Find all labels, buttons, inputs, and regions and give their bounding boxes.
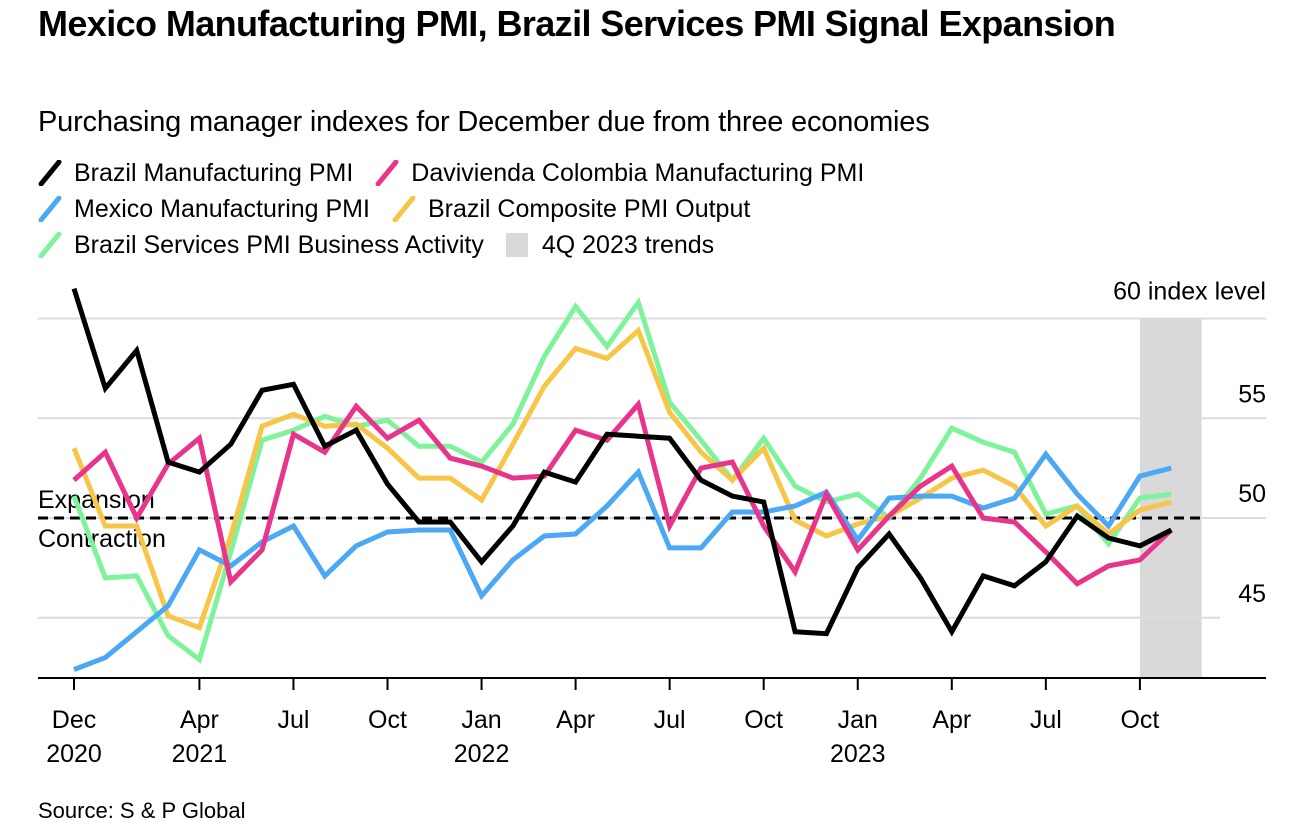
- legend-label: 4Q 2023 trends: [541, 231, 715, 259]
- x-tick-label: Jan: [461, 706, 501, 734]
- series-line-mexico-manufacturing-pmi: [73, 450, 1172, 672]
- x-tick-label: Oct: [744, 706, 783, 734]
- legend-item-brazil-composite: Brazil Composite PMI Output: [392, 191, 750, 227]
- legend-item-brazil-manufacturing: Brazil Manufacturing PMI: [38, 155, 353, 191]
- source-note: Source: S & P Global: [38, 798, 246, 823]
- legend-item-mexico-manufacturing: Mexico Manufacturing PMI: [38, 191, 370, 227]
- x-tick-label: Jul: [277, 706, 309, 734]
- series-line-brazil-manufacturing-pmi: [71, 287, 1173, 637]
- x-tick-label: Dec: [52, 706, 96, 734]
- x-tick-label: Apr: [180, 706, 219, 734]
- x-tick-year-label: 2023: [830, 740, 886, 768]
- chart-subtitle: Purchasing manager indexes for December …: [38, 106, 930, 138]
- x-tick-year-label: 2022: [454, 740, 510, 768]
- y-tick-label: 60 index level: [1113, 278, 1266, 306]
- legend-label: Mexico Manufacturing PMI: [74, 195, 370, 223]
- x-tick-label: Apr: [556, 706, 595, 734]
- legend-swatch-yellow-line: [392, 196, 416, 222]
- x-tick-label: Oct: [1120, 706, 1159, 734]
- x-tick-label: Jul: [1030, 706, 1062, 734]
- legend-label: Brazil Manufacturing PMI: [74, 159, 354, 187]
- legend-item-brazil-services: Brazil Services PMI Business Activity: [38, 227, 484, 263]
- legend: Brazil Manufacturing PMI Davivienda Colo…: [38, 155, 1238, 263]
- legend-label: Brazil Composite PMI Output: [427, 195, 751, 223]
- chart-title: Mexico Manufacturing PMI, Brazil Service…: [38, 3, 1116, 44]
- legend-item-4q-trends: 4Q 2023 trends: [505, 227, 715, 263]
- legend-swatch-gray-box: [505, 233, 528, 257]
- y-tick-label: 45: [1238, 580, 1266, 608]
- x-tick-label: Apr: [932, 706, 971, 734]
- x-tick-year-label: 2021: [172, 740, 228, 768]
- series-line-davivienda-colombia-manufacturing-pmi: [72, 399, 1174, 587]
- legend-label: Brazil Services PMI Business Activity: [74, 231, 484, 259]
- x-tick-label: Oct: [368, 706, 407, 734]
- legend-swatch-black-line: [38, 160, 62, 186]
- x-tick-year-label: 2020: [46, 740, 102, 768]
- legend-swatch-blue-line: [38, 196, 62, 222]
- x-tick-label: Jul: [654, 706, 686, 734]
- y-tick-label: 55: [1238, 380, 1266, 408]
- legend-item-colombia-manufacturing: Davivienda Colombia Manufacturing PMI: [375, 155, 864, 191]
- y-tick-label: 50: [1238, 480, 1266, 508]
- legend-swatch-green-line: [38, 232, 62, 258]
- series-line-brazil-composite-pmi-output: [71, 326, 1172, 631]
- legend-swatch-pink-line: [375, 160, 399, 186]
- legend-label: Davivienda Colombia Manufacturing PMI: [411, 159, 865, 187]
- series-line-brazil-services-pmi-business-activity: [71, 296, 1172, 664]
- x-tick-label: Jan: [838, 706, 878, 734]
